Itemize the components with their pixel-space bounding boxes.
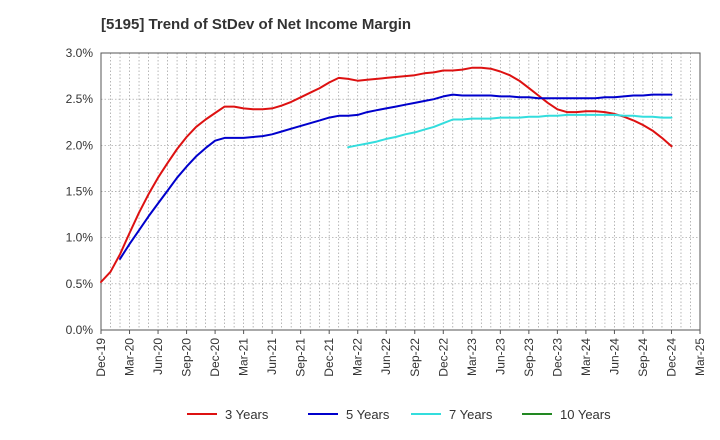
y-tick-label: 2.0% [66,138,94,152]
x-tick-label: Dec-23 [550,338,564,377]
y-tick-label: 2.5% [66,92,94,106]
y-tick-label: 3.0% [66,46,94,60]
x-tick-label: Mar-20 [123,338,137,376]
x-tick-label: Jun-20 [151,338,165,375]
x-tick-label: Sep-21 [294,338,308,377]
legend-label-7-years: 7 Years [449,407,493,422]
x-tick-label: Jun-24 [607,338,621,375]
x-tick-label: Mar-25 [693,338,707,376]
legend-label-3-years: 3 Years [225,407,269,422]
x-tick-label: Dec-19 [94,338,108,377]
x-tick-label: Dec-21 [322,338,336,377]
legend-label-5-years: 5 Years [346,407,390,422]
y-tick-label: 1.5% [66,185,94,199]
x-tick-label: Sep-24 [636,338,650,377]
x-tick-label: Dec-24 [664,338,678,377]
series-line-5-years [119,93,673,260]
chart-title: [5195] Trend of StDev of Net Income Marg… [101,16,412,33]
plot-area [101,53,700,330]
x-tick-label: Mar-24 [579,338,593,376]
x-tick-label: Dec-22 [436,338,450,377]
x-tick-label: Jun-22 [379,338,393,375]
legend-label-10-years: 10 Years [560,407,611,422]
plot-border [100,52,701,331]
x-tick-label: Mar-22 [351,338,365,376]
series-line-7-years [347,113,673,149]
x-tick-label: Sep-22 [408,338,422,377]
x-tick-label: Dec-20 [208,338,222,377]
y-tick-label: 0.5% [66,277,94,291]
x-tick-label: Jun-21 [265,338,279,375]
x-tick-label: Mar-21 [237,338,251,376]
y-tick-label: 1.0% [66,231,94,245]
series-line-3-years [100,66,673,283]
x-tick-label: Jun-23 [493,338,507,375]
x-tick-label: Sep-23 [522,338,536,377]
x-tick-label: Mar-23 [465,338,479,376]
y-tick-label: 0.0% [66,323,94,337]
x-tick-label: Sep-20 [180,338,194,377]
